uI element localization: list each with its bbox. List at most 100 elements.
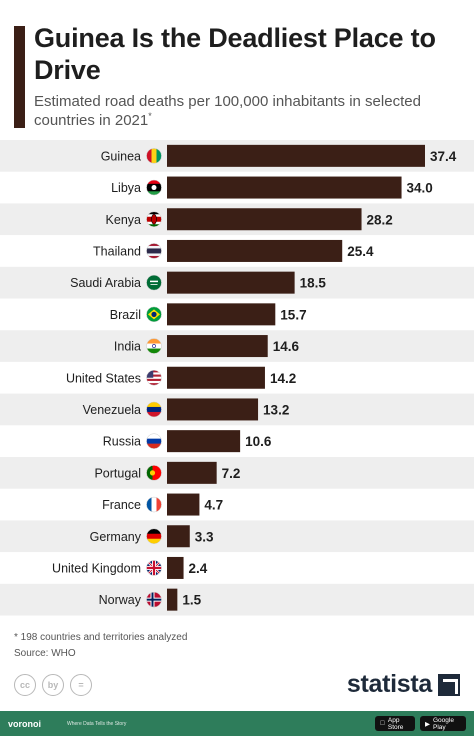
chart-row: United States 14.2 [66,366,296,389]
brand-name: statista [346,670,432,698]
chart-row: France 4.7 [102,493,223,516]
value-label: 34.0 [407,181,433,196]
bar [167,303,276,326]
category-label: India [114,340,141,354]
germany-flag-icon [146,528,162,544]
value-label: 3.3 [195,529,214,544]
apple-icon:  [380,720,385,727]
creative-commons-icon[interactable]: cc [14,674,36,696]
bar [167,588,178,611]
title-accent-bar [14,26,25,128]
footer-tagline: Where Data Tells the Story [67,720,127,727]
value-label: 13.2 [263,402,289,417]
source-note: Source: WHO [14,648,76,659]
chart-title: Guinea Is the Deadliest Place to Drive [34,23,436,85]
category-label: Libya [111,181,141,195]
footer-bar: voronoi Where Data Tells the Story App … [0,711,474,736]
guinea-flag-icon [146,148,162,164]
venezuela-flag-icon [146,401,162,418]
value-label: 14.2 [270,371,296,386]
statista-logo[interactable]: statista [347,670,460,699]
brazil-flag-icon [146,306,162,323]
footnote: * 198 countries and territories analyzed [14,632,188,643]
chart-row: Thailand 25.4 [93,239,374,262]
no-derivatives-icon[interactable]: = [70,674,92,696]
category-label: France [102,498,141,512]
value-label: 10.6 [245,434,272,449]
value-label: 2.4 [189,561,208,576]
kenya-flag-icon [146,211,162,227]
bar [167,493,200,516]
chart-row: Venezuela 13.2 [0,393,474,426]
category-label: Kenya [106,213,141,227]
subtitle-text: Estimated road deaths per 100,000 inhabi… [34,93,421,129]
chart-row: India 14.6 [0,330,474,362]
category-label: Brazil [110,308,141,322]
google-play-badge[interactable]: ▶ Google Play [420,716,466,731]
attribution-icon[interactable]: by [42,674,64,696]
bar [167,144,425,167]
play-icon: ▶ [425,720,430,728]
india-flag-icon [146,338,162,354]
app-store-label: App Store [383,716,404,731]
france-flag-icon [146,496,162,513]
united-kingdom-flag-icon [146,560,162,576]
chart-row: Saudi Arabia 18.5 [0,266,474,299]
bar [167,398,259,421]
row-band [0,520,474,553]
chart-row: Russia 10.6 [103,430,272,453]
google-play-label: Google Play [433,716,454,731]
value-label: 4.7 [204,498,223,513]
bar [167,271,295,294]
voronoi-logo[interactable]: voronoi [8,718,41,729]
statista-mark-icon [438,673,460,696]
value-label: 1.5 [182,593,201,608]
saudi-arabia-flag-icon [146,274,162,291]
row-band [0,583,474,616]
category-label: United Kingdom [52,561,141,575]
value-label: 15.7 [280,307,306,322]
bar [167,176,402,199]
app-store-badge[interactable]: App Store [375,716,415,731]
russia-flag-icon [146,433,162,449]
value-label: 25.4 [347,244,374,259]
bar-chart: Guinea 37.4 Libya 34.0 Kenya 28.2 Thailand 25.4… [0,140,474,616]
chart-row: United Kingdom 2.4 [52,556,208,579]
libya-flag-icon [146,179,162,196]
subtitle-footnote-marker: * [148,111,152,121]
bar [167,461,217,484]
category-label: Guinea [101,149,141,163]
chart-row: Brazil 15.7 [110,303,307,326]
license-icons: cc by = [14,674,92,696]
chart-row: Libya 34.0 [111,176,433,199]
value-label: 7.2 [222,466,241,481]
category-label: Germany [90,530,142,544]
value-label: 18.5 [300,276,327,291]
value-label: 14.6 [273,339,300,354]
bar [167,335,268,358]
chart-row: Norway 1.5 [0,583,474,616]
category-label: Russia [103,435,141,449]
category-label: Portugal [94,466,141,480]
bar [167,366,265,389]
united-states-flag-icon [146,370,162,386]
chart-row: Portugal 7.2 [0,457,474,489]
bar [167,556,184,579]
bar [167,239,343,262]
category-label: United States [66,371,141,385]
chart-subtitle: Estimated road deaths per 100,000 inhabi… [34,92,464,130]
bar [167,208,362,231]
norway-flag-icon [146,591,162,608]
portugal-flag-icon [146,465,162,481]
chart-row: Guinea 37.4 [0,140,474,172]
value-label: 37.4 [430,149,457,164]
chart-row: Kenya 28.2 [0,203,474,236]
row-band [0,457,474,489]
value-label: 28.2 [367,212,393,227]
category-label: Thailand [93,244,141,258]
bar [167,525,190,548]
category-label: Venezuela [83,403,141,417]
chart-row: Germany 3.3 [0,520,474,553]
category-label: Saudi Arabia [70,276,141,290]
bar [167,430,241,453]
